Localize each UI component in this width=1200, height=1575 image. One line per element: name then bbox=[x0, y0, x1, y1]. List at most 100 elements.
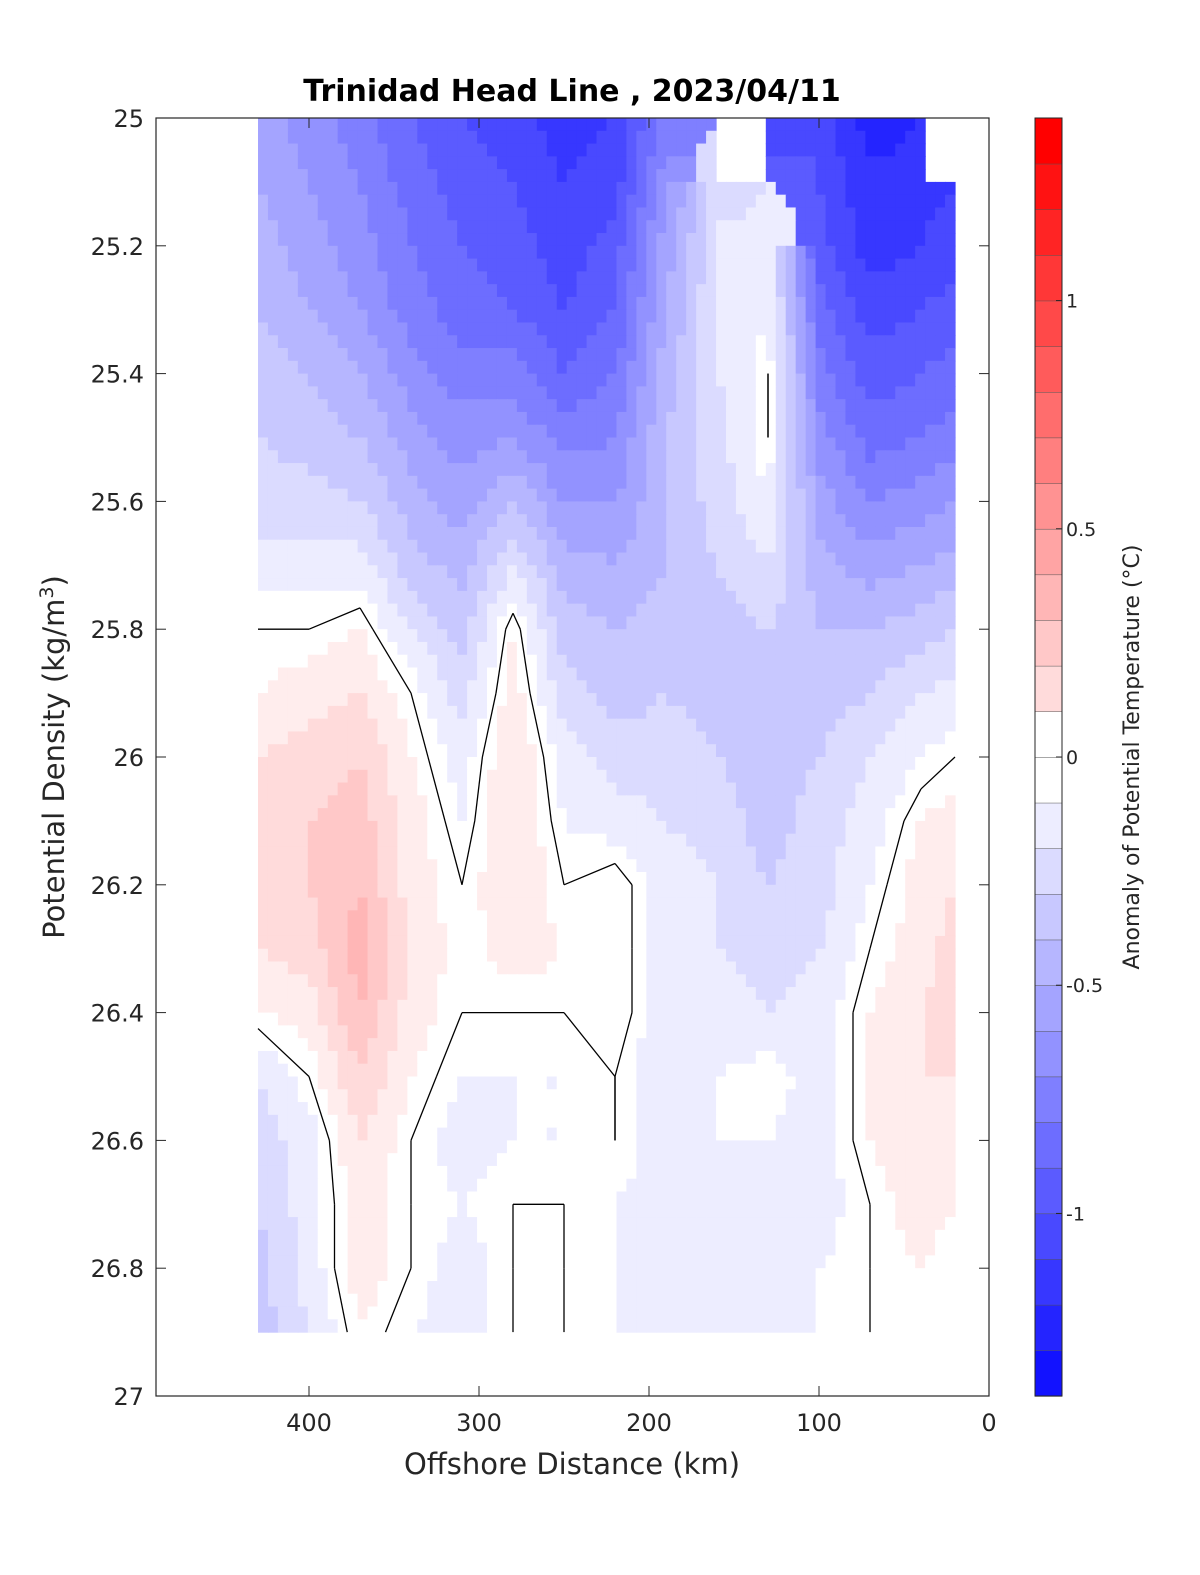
contour-cell bbox=[795, 578, 807, 592]
contour-cell bbox=[805, 961, 817, 975]
contour-cell bbox=[865, 565, 876, 579]
contour-cell bbox=[885, 373, 896, 387]
contour-cell bbox=[676, 118, 687, 132]
contour-cell bbox=[875, 526, 886, 541]
contour-cell bbox=[377, 296, 389, 311]
contour-cell bbox=[387, 258, 398, 272]
contour-cell bbox=[556, 373, 568, 387]
contour-cell bbox=[745, 1025, 757, 1039]
contour-cell bbox=[845, 463, 857, 477]
contour-cell bbox=[297, 629, 309, 643]
contour-cell bbox=[546, 335, 558, 349]
contour-cell bbox=[447, 910, 458, 924]
contour-cell bbox=[417, 705, 428, 720]
contour-cell bbox=[437, 974, 448, 988]
contour-cell bbox=[725, 999, 737, 1014]
contour-cell bbox=[775, 590, 787, 605]
contour-cell bbox=[427, 999, 438, 1014]
contour-cell bbox=[417, 220, 428, 234]
contour-cell bbox=[367, 1025, 379, 1039]
contour-cell bbox=[377, 322, 389, 336]
contour-cell bbox=[775, 194, 787, 209]
contour-cell bbox=[576, 309, 588, 324]
contour-cell bbox=[815, 795, 827, 809]
contour-cell bbox=[536, 795, 548, 809]
contour-cell bbox=[905, 501, 916, 515]
contour-cell bbox=[865, 757, 876, 771]
contour-cell bbox=[775, 233, 787, 247]
contour-cell bbox=[785, 641, 797, 656]
contour-cell bbox=[815, 552, 827, 566]
contour-cell bbox=[367, 258, 379, 272]
contour-cell bbox=[307, 1025, 319, 1039]
contour-cell bbox=[865, 181, 876, 196]
contour-cell bbox=[875, 782, 886, 796]
contour-cell bbox=[935, 565, 946, 579]
contour-cell bbox=[775, 463, 787, 477]
contour-cell bbox=[875, 680, 886, 694]
contour-cell bbox=[367, 360, 379, 375]
contour-cell bbox=[277, 590, 289, 605]
contour-cell bbox=[287, 373, 299, 387]
contour-cell bbox=[765, 373, 777, 387]
contour-cell bbox=[417, 884, 428, 899]
contour-cell bbox=[526, 923, 538, 937]
contour-cell bbox=[347, 322, 359, 336]
contour-cell bbox=[267, 1012, 279, 1026]
contour-cell bbox=[606, 923, 618, 937]
contour-cell bbox=[686, 309, 697, 324]
contour-cell bbox=[407, 399, 418, 413]
contour-cell bbox=[506, 386, 518, 400]
contour-cell bbox=[477, 680, 488, 694]
contour-cell bbox=[267, 782, 279, 796]
contour-cell bbox=[905, 322, 916, 336]
contour-cell bbox=[258, 411, 269, 426]
contour-cell bbox=[855, 373, 866, 387]
contour-cell bbox=[745, 731, 757, 745]
contour-cell bbox=[865, 501, 876, 515]
contour-cell bbox=[477, 156, 488, 170]
contour-cell bbox=[526, 757, 538, 771]
contour-cell bbox=[606, 258, 618, 272]
contour-cell bbox=[556, 130, 568, 145]
contour-cell bbox=[427, 424, 438, 439]
contour-cell bbox=[427, 348, 438, 362]
contour-cell bbox=[357, 271, 369, 285]
contour-cell bbox=[716, 437, 727, 451]
contour-cell bbox=[855, 833, 866, 848]
contour-cell bbox=[367, 897, 379, 911]
contour-cell bbox=[845, 411, 857, 426]
contour-cell bbox=[636, 833, 647, 848]
contour-cell bbox=[576, 987, 588, 1001]
contour-cell bbox=[815, 194, 827, 209]
contour-cell bbox=[417, 348, 428, 362]
contour-cell bbox=[795, 718, 807, 733]
contour-cell bbox=[277, 245, 289, 260]
contour-cell bbox=[895, 411, 906, 426]
contour-cell bbox=[616, 169, 628, 183]
contour-cell bbox=[656, 974, 667, 988]
contour-cell bbox=[496, 169, 508, 183]
contour-cell bbox=[706, 322, 717, 336]
contour-cell bbox=[277, 475, 289, 490]
contour-cell bbox=[447, 667, 458, 681]
contour-cell bbox=[437, 718, 448, 733]
contour-cell bbox=[775, 399, 787, 413]
contour-cell bbox=[407, 118, 418, 132]
contour-cell bbox=[745, 271, 757, 285]
contour-cell bbox=[417, 859, 428, 873]
contour-cell bbox=[586, 514, 598, 528]
contour-cell bbox=[397, 680, 408, 694]
contour-cell bbox=[885, 220, 896, 234]
contour-cell bbox=[825, 526, 837, 541]
contour-cell bbox=[566, 118, 578, 132]
contour-cell bbox=[855, 757, 866, 771]
contour-cell bbox=[905, 233, 916, 247]
contour-cell bbox=[487, 130, 498, 145]
contour-cell bbox=[606, 360, 618, 375]
contour-cell bbox=[865, 935, 876, 950]
contour-cell bbox=[716, 923, 727, 937]
contour-cell bbox=[387, 335, 398, 349]
contour-cell bbox=[725, 820, 737, 835]
contour-cell bbox=[795, 233, 807, 247]
